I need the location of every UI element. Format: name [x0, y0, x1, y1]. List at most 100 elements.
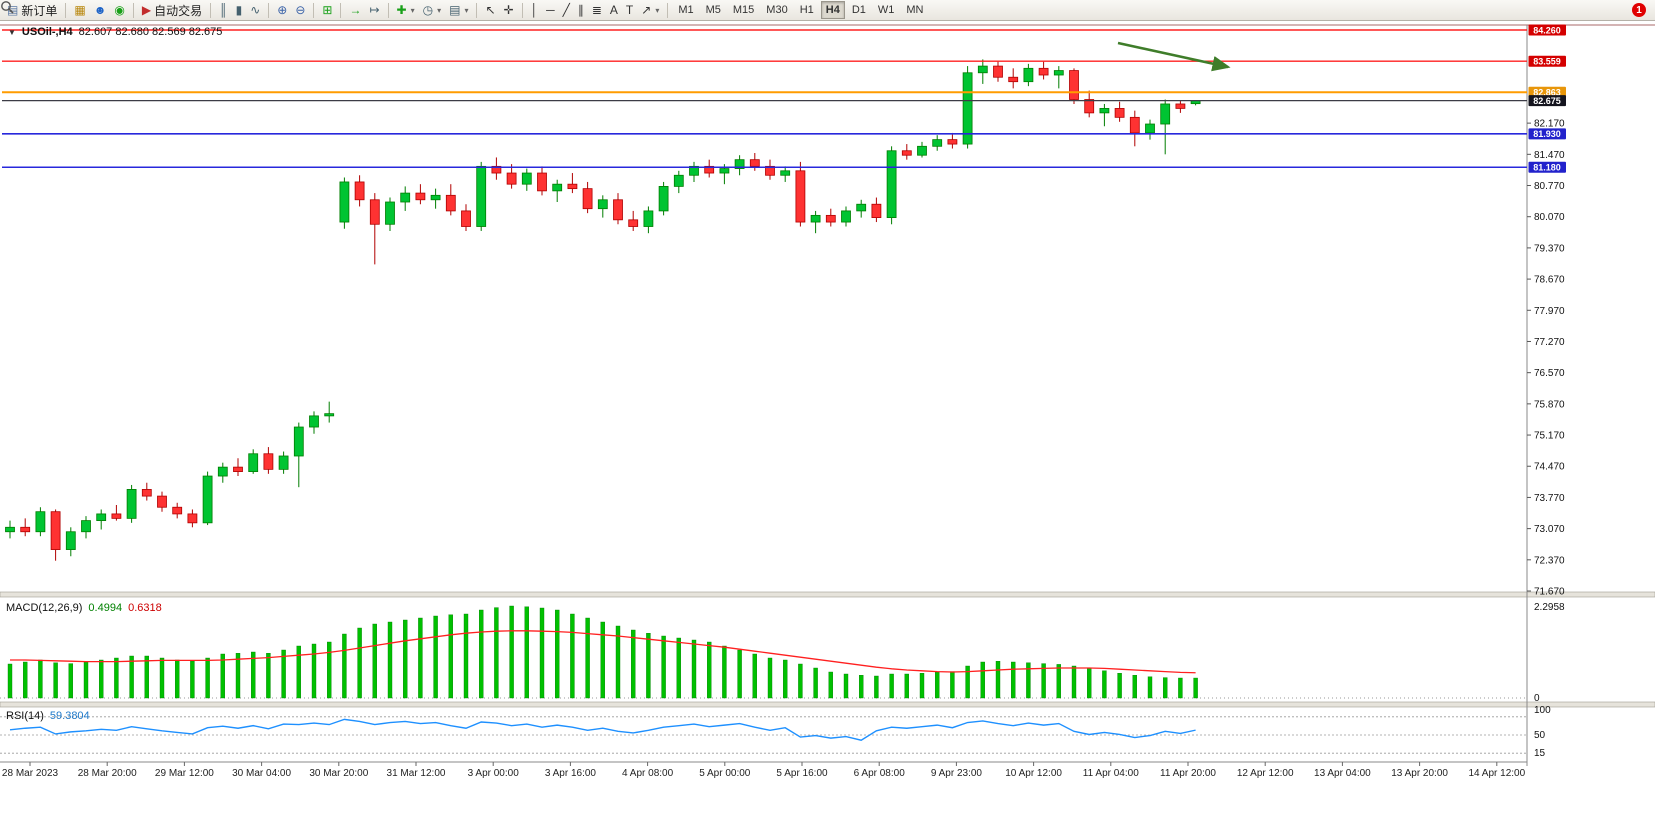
macd-histogram-bar: [524, 606, 529, 699]
timeframe-d1-button[interactable]: D1: [851, 4, 866, 16]
macd-histogram-bar: [311, 643, 317, 699]
timeframe-w1-button[interactable]: W1: [877, 4, 895, 16]
time-tick-label: 30 Mar 20:00: [309, 768, 368, 779]
time-tick-label: 5 Apr 16:00: [776, 768, 828, 779]
cursor-icon[interactable]: ↖: [481, 0, 499, 20]
macd-histogram-bar: [950, 671, 955, 699]
zoom-out-icon: ⊖: [295, 3, 306, 17]
templates-icon[interactable]: ▤ ▾: [445, 0, 472, 20]
candle-body: [5, 526, 15, 533]
candle-body: [613, 199, 623, 221]
candle-body: [552, 183, 563, 192]
candle-body: [1099, 108, 1110, 114]
chart-shift-icon[interactable]: ↦: [365, 0, 383, 20]
vertical-line-icon[interactable]: │: [527, 0, 543, 20]
dropdown-caret-icon[interactable]: ▾: [437, 5, 442, 15]
candle-body: [521, 172, 532, 185]
navigator-icon[interactable]: ☻: [90, 0, 111, 20]
toolbar-right: 1: [1, 1, 1652, 17]
macd-histogram-bar: [570, 613, 575, 699]
timeframe-mn-button[interactable]: MN: [906, 4, 924, 16]
macd-histogram-bar: [1071, 665, 1077, 699]
price-tick-label: 82.170: [1534, 119, 1565, 130]
dropdown-caret-icon[interactable]: ▾: [464, 5, 469, 15]
timeframe-h1-button[interactable]: H1: [799, 4, 814, 16]
rsi-indicator-name: RSI(14): [6, 710, 44, 722]
chart-menu-arrow-icon[interactable]: ▼: [8, 28, 16, 37]
horizontal-line-icon[interactable]: ─: [542, 0, 559, 20]
price-tick-label: 76.570: [1534, 368, 1565, 379]
fibonacci-icon[interactable]: ≣: [588, 0, 606, 20]
candle-body: [856, 203, 867, 212]
candle-body: [597, 199, 608, 210]
tile-windows-icon[interactable]: ⊞: [318, 0, 336, 20]
candle-body: [901, 150, 912, 156]
macd-histogram-bar: [38, 659, 43, 699]
candle-body: [1038, 67, 1049, 76]
timeframe-h4-button[interactable]: H4: [820, 1, 845, 19]
timeframe-m5-button[interactable]: M5: [705, 4, 721, 16]
candlestick-chart-icon[interactable]: ▮: [232, 0, 247, 20]
candle-body: [111, 513, 122, 519]
rsi-panel-separator[interactable]: [0, 701, 1655, 708]
channel-icon[interactable]: ∥: [574, 0, 588, 20]
new-order-button[interactable]: ▤ 新订单: [3, 0, 61, 20]
arrows-icon[interactable]: ↗ ▾: [637, 0, 663, 20]
macd-panel-separator[interactable]: [0, 591, 1655, 598]
timeframe-m15-button[interactable]: M15: [732, 4, 755, 16]
auto-scroll-icon[interactable]: →: [345, 0, 365, 20]
trendline-icon: ╱: [562, 3, 570, 17]
dropdown-caret-icon[interactable]: ▾: [655, 5, 660, 15]
periods-icon[interactable]: ◷ ▾: [419, 0, 446, 20]
line-chart-icon[interactable]: ∿: [246, 0, 264, 20]
trendline-icon[interactable]: ╱: [559, 0, 574, 20]
indicators-icon[interactable]: ✚ ▾: [393, 0, 419, 20]
macd-histogram-bar: [752, 653, 757, 699]
timeframe-m1-button[interactable]: M1: [678, 4, 694, 16]
notification-badge[interactable]: 1: [1632, 3, 1646, 17]
candle-body: [886, 150, 897, 218]
macd-histogram-bar: [144, 655, 150, 699]
new-order-button-label: 新订单: [21, 3, 58, 18]
zoom-in-icon[interactable]: ⊕: [273, 0, 291, 20]
fibonacci-icon: ≣: [591, 3, 602, 17]
candle-body: [445, 194, 456, 212]
price-tick-label: 75.870: [1534, 399, 1565, 410]
time-tick-label: 28 Mar 20:00: [78, 768, 137, 779]
toolbar-separator: [340, 2, 342, 18]
macd-histogram-bar: [463, 613, 469, 699]
macd-histogram-bar: [68, 663, 74, 699]
macd-signal-line: [10, 630, 1196, 674]
label-icon[interactable]: T: [622, 0, 637, 20]
candle-body: [658, 186, 669, 212]
dropdown-caret-icon[interactable]: ▾: [410, 5, 415, 15]
macd-histogram-bar: [691, 639, 697, 699]
candle-body: [187, 513, 198, 524]
market-watch-icon[interactable]: ▦: [70, 0, 89, 20]
time-tick-label: 30 Mar 04:00: [232, 768, 291, 779]
trend-arrow-annotation[interactable]: [1117, 41, 1231, 72]
rsi-value: 59.3804: [49, 710, 90, 722]
terminal-icon[interactable]: ◉: [110, 0, 128, 20]
price-tick-label: 79.370: [1534, 243, 1565, 254]
macd-histogram-bar: [585, 617, 590, 699]
macd-histogram-bar: [798, 663, 803, 699]
time-tick-label: 29 Mar 12:00: [155, 768, 214, 779]
timeframe-m30-button[interactable]: M30: [766, 4, 788, 16]
search-icon[interactable]: [0, 0, 15, 15]
macd-histogram-bar: [327, 641, 332, 699]
price-badge-label: 84.260: [1533, 25, 1561, 35]
candle-body: [810, 214, 821, 223]
macd-histogram-bar: [1132, 675, 1138, 699]
price-tick-label: 81.470: [1534, 150, 1565, 161]
crosshair-icon[interactable]: ✛: [500, 0, 518, 20]
text-icon[interactable]: A: [606, 0, 622, 20]
macd-histogram-bar: [707, 641, 712, 699]
price-badge-label: 82.863: [1533, 88, 1561, 98]
candle-body: [1145, 123, 1155, 134]
bar-chart-icon[interactable]: ║: [215, 0, 232, 20]
price-tick-label: 80.770: [1534, 181, 1565, 192]
zoom-out-icon[interactable]: ⊖: [291, 0, 309, 20]
macd-histogram-bar: [646, 633, 651, 699]
autotrading-button[interactable]: ▶ 自动交易: [138, 0, 206, 20]
